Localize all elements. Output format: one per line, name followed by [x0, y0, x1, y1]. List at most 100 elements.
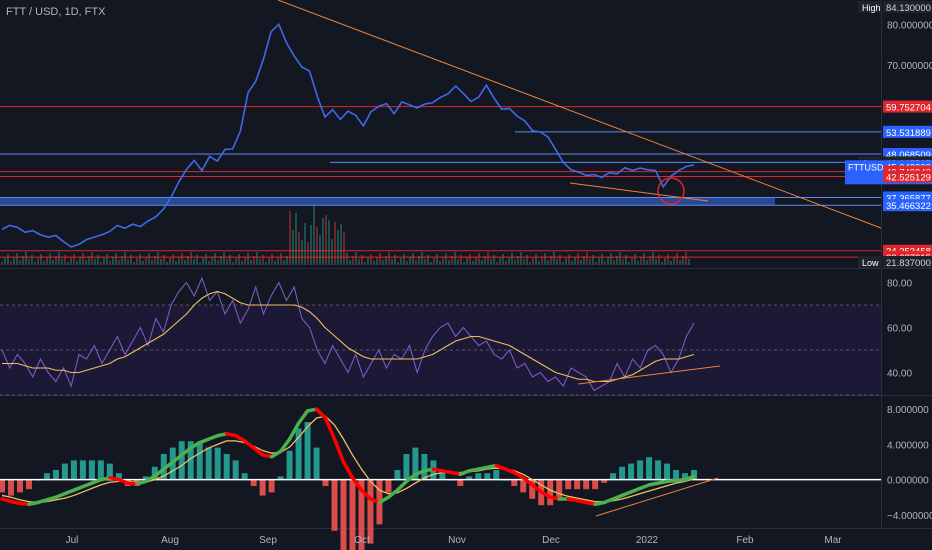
macd-line-segment[interactable]: [350, 476, 364, 492]
level-tag-blue: 35.466322: [886, 201, 931, 212]
macd-line-segment[interactable]: [242, 439, 256, 450]
volume-bar: [610, 253, 612, 265]
macd-line-segment[interactable]: [341, 460, 355, 480]
high-tag: 84.130000: [886, 3, 931, 14]
volume-bar: [94, 259, 96, 265]
macd-signal-line[interactable]: [1, 415, 695, 504]
volume-bar: [406, 261, 408, 265]
high-tag-label-bg: [858, 1, 882, 13]
rsi-ma-line[interactable]: [2, 290, 695, 383]
macd-line-segment[interactable]: [395, 479, 409, 492]
volume-bar: [376, 257, 378, 265]
rsi-line[interactable]: [1, 276, 695, 392]
macd-line-segment[interactable]: [278, 437, 292, 454]
macd-line-segment[interactable]: [323, 416, 337, 441]
downtrend-line[interactable]: [277, 0, 882, 229]
volume-bar: [136, 258, 138, 265]
volume-bar: [61, 259, 63, 265]
volume-bar: [565, 258, 567, 265]
volume-bar: [16, 253, 18, 265]
time-axis-label: Sep: [259, 535, 277, 546]
macd-line-segment[interactable]: [287, 421, 301, 441]
level-tag-blue-bg[interactable]: [883, 125, 932, 138]
volume-bar: [142, 261, 144, 265]
volume-bar: [631, 258, 633, 265]
volume-bar: [232, 262, 234, 265]
level-tag-red-bg[interactable]: [883, 170, 932, 183]
volume-bar: [49, 253, 51, 265]
high-tag-bg[interactable]: [883, 1, 932, 13]
volume-bar: [421, 252, 423, 265]
price-line[interactable]: [1, 22, 695, 248]
macd-line-segment[interactable]: [171, 453, 184, 464]
volume-bar: [1, 262, 3, 265]
macd-line-segment[interactable]: [530, 483, 543, 494]
volume-bar: [523, 259, 525, 265]
support-trend-line[interactable]: [569, 182, 709, 202]
volume-bar: [169, 258, 171, 265]
macd-line-segment[interactable]: [314, 407, 328, 420]
macd-histogram-bar: [664, 463, 671, 480]
macd-histogram-bar: [214, 447, 221, 480]
volume-bar: [28, 259, 30, 265]
volume-bar: [379, 253, 381, 265]
volume-bar: [502, 254, 504, 265]
volume-bar: [553, 252, 555, 265]
macd-line-segment[interactable]: [404, 472, 418, 484]
highlight-circle[interactable]: [657, 177, 685, 205]
macd-histogram-bar: [439, 473, 446, 480]
macd-line-segment[interactable]: [386, 488, 400, 499]
axes: Jul Aug Sep Oct Nov Dec 2022 Feb Mar 80.000000 70.…: [66, 1, 932, 546]
rsi-pane[interactable]: [0, 276, 881, 396]
macd-line-segment[interactable]: [683, 474, 696, 482]
macd-line-segment[interactable]: [296, 409, 310, 426]
volume-bar: [640, 257, 642, 265]
macd-histogram-bar: [88, 460, 95, 480]
macd-histogram-bar: [16, 479, 23, 493]
macd-histogram-bar: [421, 454, 428, 480]
volume-bar: [205, 254, 207, 265]
macd-trend-line[interactable]: [595, 477, 719, 517]
volume-bar: [430, 262, 432, 265]
macd-line-segment[interactable]: [153, 467, 166, 478]
volume-bar: [544, 253, 546, 265]
macd-histogram-bar: [142, 476, 149, 480]
volume-bar: [598, 258, 600, 265]
volume-bar: [187, 256, 189, 265]
macd-line-segment[interactable]: [251, 446, 265, 457]
volume-bar: [364, 262, 366, 265]
price-axis-label: 70.000000: [887, 61, 932, 72]
symbol-title: FTT / USD, 1D, FTX: [6, 6, 106, 18]
low-tag-bg[interactable]: [883, 256, 932, 268]
level-tag-red-bg[interactable]: [883, 100, 932, 113]
macd-line-segment[interactable]: [359, 488, 373, 501]
macd-histogram-bar: [160, 454, 167, 480]
rsi-trend-line[interactable]: [577, 365, 721, 385]
volume-bar: [214, 253, 216, 265]
volume-bar: [316, 227, 318, 265]
macd-histogram-bar: [52, 470, 59, 480]
volume-bar: [688, 259, 690, 265]
macd-histogram-bar: [187, 441, 194, 480]
level-tag-blue-bg[interactable]: [883, 199, 932, 212]
volume-bar: [643, 253, 645, 265]
volume-bar: [241, 261, 243, 265]
blue-support-zone[interactable]: [0, 197, 775, 206]
low-tag: 21.837000: [886, 258, 931, 269]
level-tag-blue: 48.068509: [886, 150, 931, 161]
volume-bar: [418, 256, 420, 265]
main-pane[interactable]: [0, 0, 882, 265]
macd-line-segment[interactable]: [521, 476, 534, 487]
volume-bar: [370, 254, 372, 265]
volume-bar: [172, 254, 174, 265]
volume-bar: [118, 260, 120, 265]
volume-bar: [475, 257, 477, 265]
volume-bar: [463, 262, 465, 265]
macd-histogram-bar: [358, 479, 365, 550]
macd-pane[interactable]: [0, 407, 881, 550]
macd-line-segment[interactable]: [332, 437, 346, 464]
macd-line-segment[interactable]: [162, 460, 175, 471]
volume-bar: [637, 261, 639, 265]
macd-line-segment[interactable]: [179, 446, 193, 457]
